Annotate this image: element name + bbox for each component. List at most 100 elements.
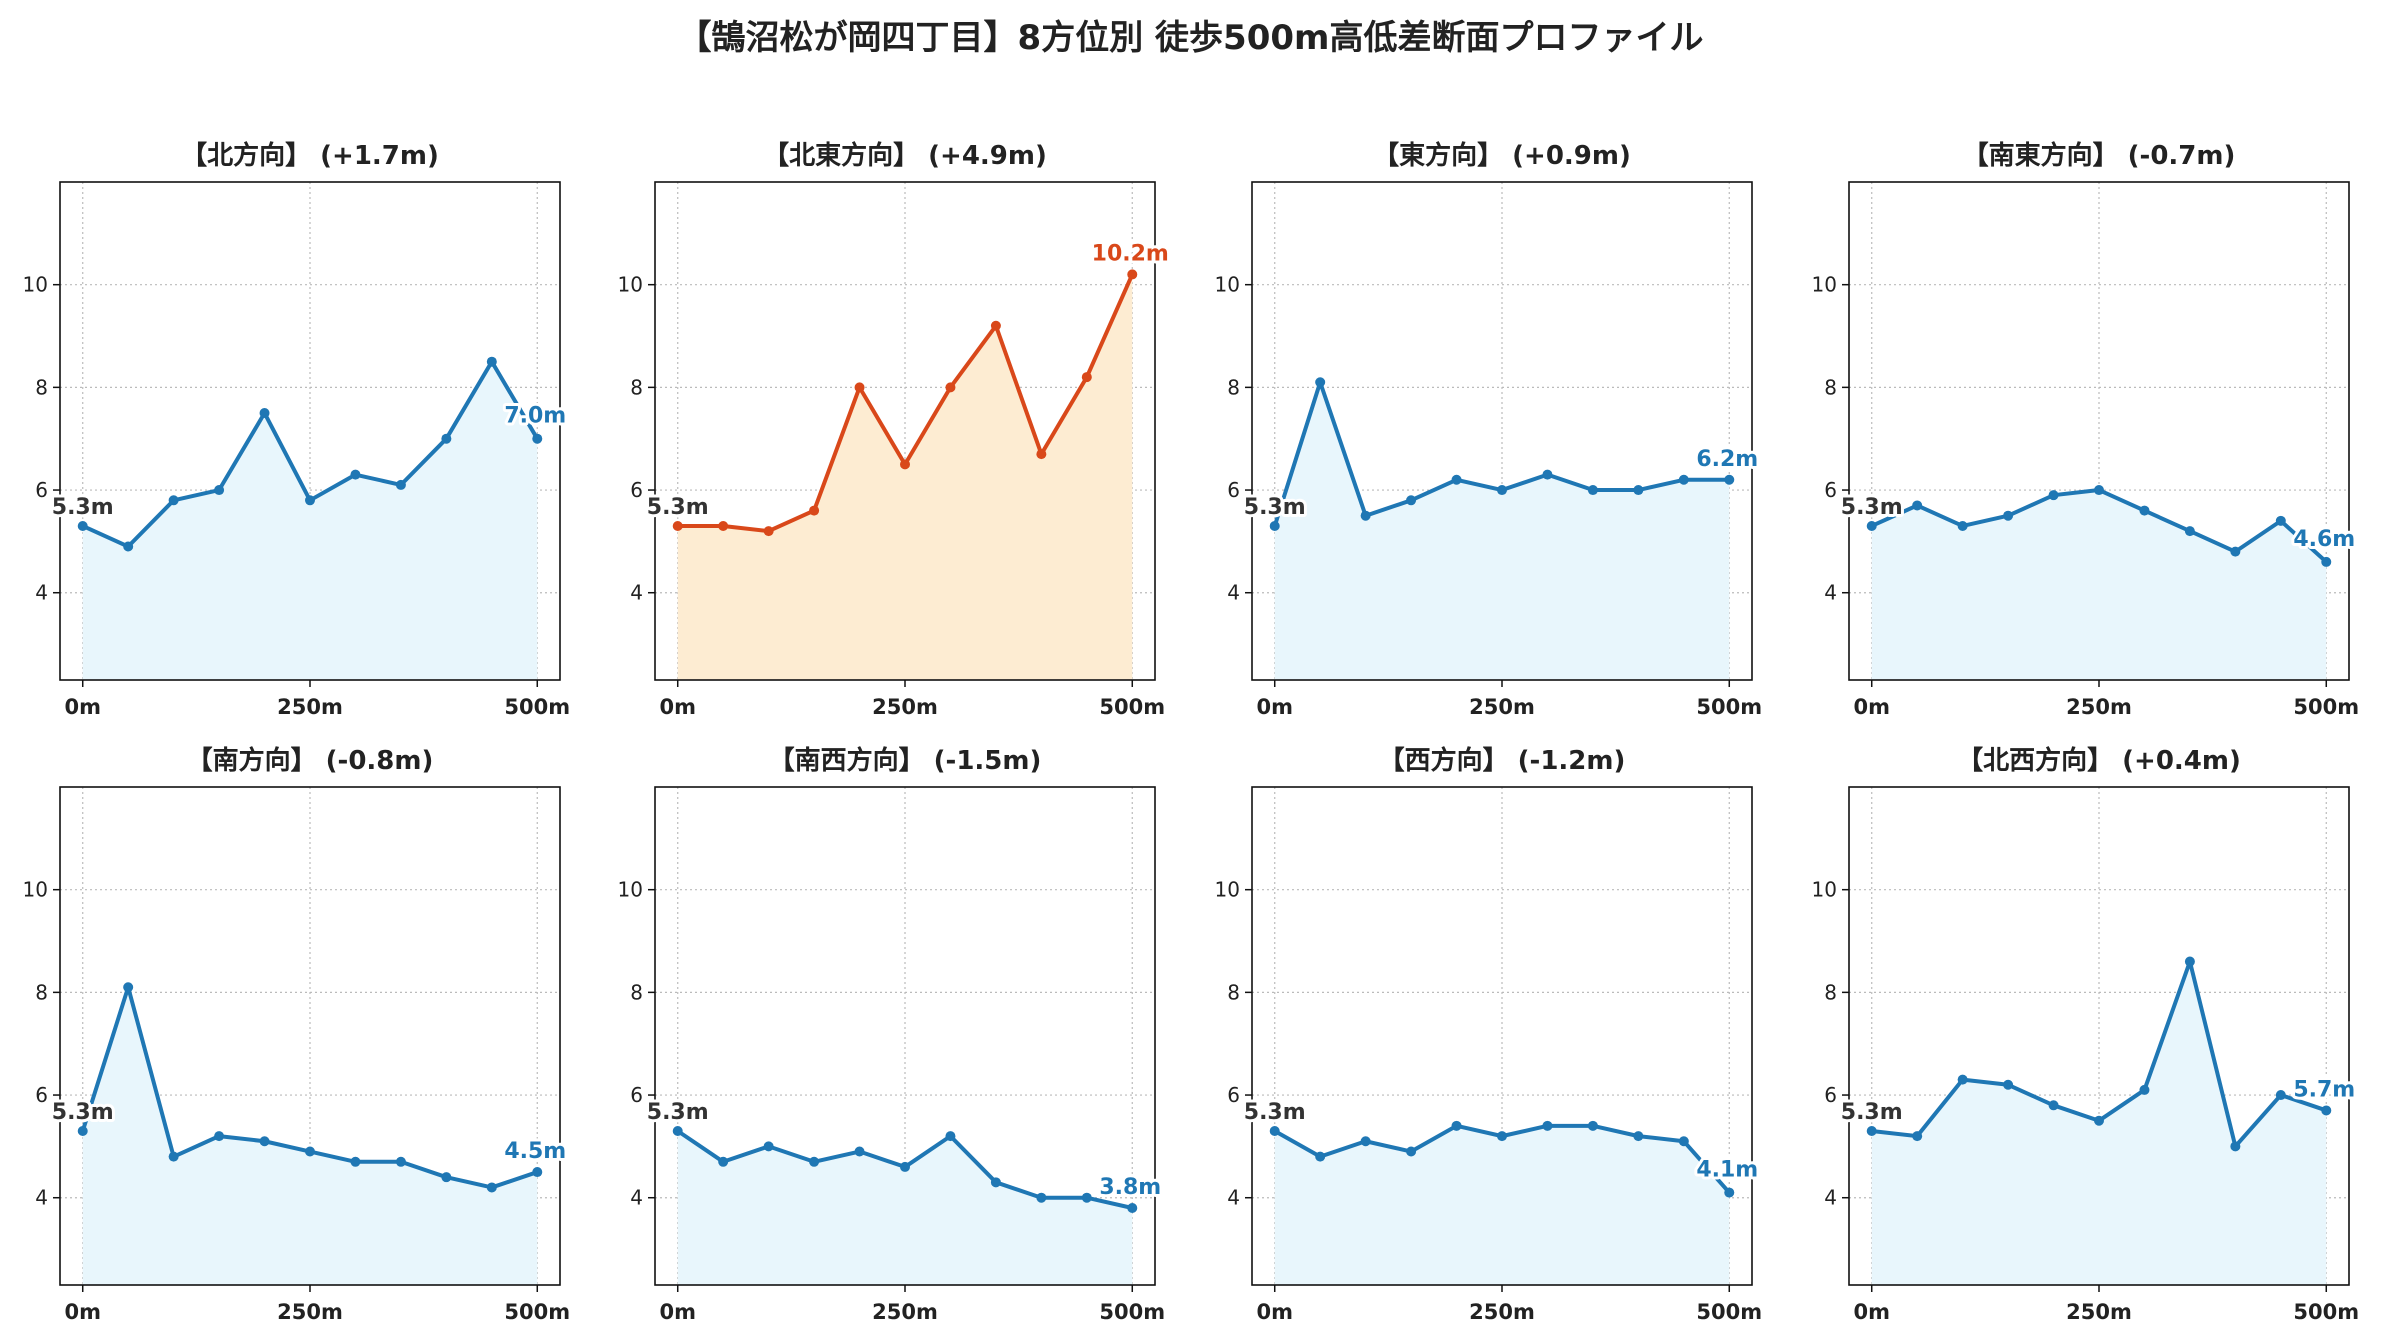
start-value-label: 5.3m (1244, 1100, 1306, 1125)
y-tick-label: 8 (630, 980, 643, 1004)
x-tick-label: 0m (64, 695, 101, 719)
end-value-label: 10.2m (1092, 241, 1169, 266)
end-value-label: 6.2m (1696, 447, 1758, 472)
y-tick-label: 10 (23, 273, 48, 297)
data-point (486, 1182, 497, 1193)
data-point (1081, 1192, 1092, 1203)
data-point (1866, 1125, 1877, 1136)
data-point (2048, 1100, 2059, 1111)
data-point (395, 1156, 406, 1167)
data-point (77, 520, 88, 531)
subplot: 【南東方向】 (-0.7m) 4 6 8 10 0m 250m 500m 5.3m 4.6m (1812, 140, 2360, 719)
y-tick-label: 8 (35, 375, 48, 399)
x-tick-label: 0m (659, 1300, 696, 1324)
data-point (168, 495, 179, 506)
data-point (990, 1177, 1001, 1188)
data-point (123, 541, 134, 552)
data-point (1127, 269, 1138, 280)
data-point (1678, 1136, 1689, 1147)
data-point (1497, 1131, 1507, 1142)
data-point (1678, 474, 1689, 485)
y-tick-label: 8 (35, 980, 48, 1004)
data-point (1587, 485, 1598, 496)
data-point (1633, 485, 1644, 496)
x-tick-label: 250m (2066, 1300, 2132, 1324)
data-point (945, 1131, 956, 1142)
data-point (259, 1136, 270, 1147)
data-point (532, 433, 543, 444)
subplot-title: 【東方向】 (+0.9m) (1373, 140, 1631, 171)
y-tick-label: 4 (1824, 1186, 1837, 1210)
data-point (486, 356, 497, 367)
data-point (1406, 495, 1417, 506)
y-tick-label: 6 (630, 1083, 643, 1107)
start-value-label: 5.3m (1244, 495, 1306, 520)
data-point (214, 485, 225, 496)
end-value-label: 4.5m (504, 1139, 566, 1164)
data-point (900, 1161, 910, 1172)
subplot: 【南方向】 (-0.8m) 4 6 8 10 0m 250m 500m 5.3m 4.5m (23, 745, 571, 1324)
data-point (1269, 1125, 1280, 1136)
start-value-label: 5.3m (1841, 495, 1903, 520)
data-point (1315, 1151, 1326, 1162)
data-point (809, 505, 820, 516)
data-point (350, 1156, 361, 1167)
data-point (2230, 546, 2241, 557)
y-tick-label: 10 (23, 878, 48, 902)
area-fill (1274, 382, 1730, 680)
area-fill (677, 274, 1133, 680)
start-value-label: 5.3m (52, 495, 114, 520)
subplot-title: 【南西方向】 (-1.5m) (769, 745, 1042, 776)
data-point (2094, 485, 2104, 496)
x-tick-label: 0m (1853, 695, 1890, 719)
data-point (1542, 1120, 1553, 1131)
data-point (2003, 510, 2014, 521)
data-point (718, 520, 729, 531)
data-point (900, 459, 910, 470)
x-tick-label: 250m (1469, 695, 1535, 719)
start-value-label: 5.3m (52, 1100, 114, 1125)
data-point (1957, 1074, 1968, 1085)
start-value-label: 5.3m (647, 495, 709, 520)
y-tick-label: 6 (35, 478, 48, 502)
data-point (441, 1172, 452, 1183)
end-value-label: 3.8m (1099, 1175, 1161, 1200)
x-tick-label: 250m (277, 695, 343, 719)
subplot: 【南西方向】 (-1.5m) 4 6 8 10 0m 250m 500m 5.3m 3.8m (618, 745, 1166, 1324)
data-point (259, 408, 270, 419)
y-tick-label: 6 (1824, 478, 1837, 502)
end-value-label: 4.6m (2293, 527, 2355, 552)
area-fill (677, 1130, 1133, 1285)
x-tick-label: 500m (1099, 695, 1165, 719)
data-point (945, 382, 956, 393)
data-point (395, 479, 406, 490)
x-tick-label: 500m (504, 695, 570, 719)
subplot: 【北西方向】 (+0.4m) 4 6 8 10 0m 250m 500m 5.3m 5.7m (1812, 745, 2360, 1324)
y-tick-label: 4 (1227, 581, 1240, 605)
data-point (123, 982, 134, 993)
y-tick-label: 4 (630, 1186, 643, 1210)
data-point (168, 1151, 179, 1162)
data-point (1127, 1202, 1138, 1213)
x-tick-label: 500m (504, 1300, 570, 1324)
x-tick-label: 0m (659, 695, 696, 719)
area-fill (1274, 1125, 1730, 1285)
x-tick-label: 500m (2293, 1300, 2359, 1324)
data-point (763, 1141, 774, 1152)
x-tick-label: 250m (2066, 695, 2132, 719)
data-point (532, 1167, 543, 1178)
data-point (1360, 1136, 1371, 1147)
data-point (1036, 1192, 1047, 1203)
data-point (2139, 1084, 2150, 1095)
x-tick-label: 0m (1853, 1300, 1890, 1324)
y-tick-label: 6 (1227, 478, 1240, 502)
y-tick-label: 6 (35, 1083, 48, 1107)
data-point (854, 382, 865, 393)
x-tick-label: 250m (277, 1300, 343, 1324)
x-tick-label: 250m (872, 1300, 938, 1324)
subplot-title: 【南方向】 (-0.8m) (187, 745, 434, 776)
x-tick-label: 250m (872, 695, 938, 719)
data-point (1912, 500, 1923, 511)
data-point (1724, 1187, 1735, 1198)
